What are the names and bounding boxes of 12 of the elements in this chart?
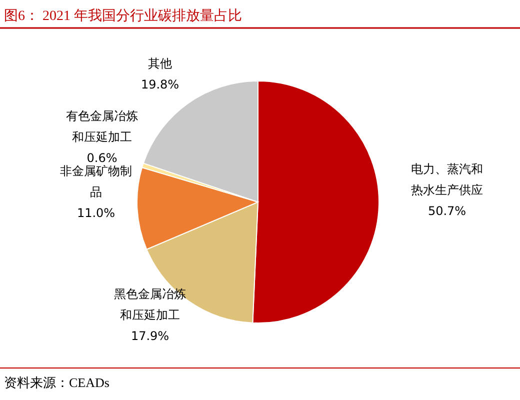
data-label: 11.0% xyxy=(76,206,116,220)
slice-label: 电力、蒸汽和热水生产供应 xyxy=(411,162,483,197)
data-label: 50.7% xyxy=(428,204,466,218)
slice-label: 黑色金属冶炼和压延加工 xyxy=(114,287,186,322)
slice-label: 有色金属冶炼和压延加工 xyxy=(66,109,138,144)
slice-label: 非金属矿物制品 xyxy=(60,164,132,199)
text: 资料来源：CEADs xyxy=(4,375,110,390)
chart-title: 图6： 2021 年我国分行业碳排放量占比 xyxy=(4,8,242,24)
data-label: 17.9% xyxy=(130,329,170,343)
slice-label: 其他 xyxy=(148,56,172,70)
data-label: 19.8% xyxy=(140,78,180,92)
data-label: 0.6% xyxy=(86,151,118,165)
